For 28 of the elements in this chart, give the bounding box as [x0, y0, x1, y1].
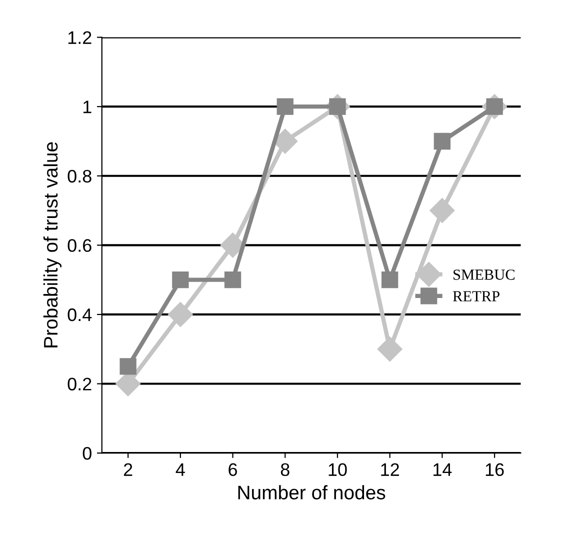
legend-label: SMEBUC [454, 270, 515, 280]
x-tick-label: 2 [124, 463, 132, 476]
x-tick-label: 8 [280, 463, 290, 476]
x-tick-label: 16 [486, 463, 504, 476]
point [224, 271, 242, 288]
y-tick-label: 0.4 [68, 308, 92, 322]
point [377, 336, 402, 362]
point [120, 358, 136, 375]
point [434, 132, 451, 150]
point [276, 98, 294, 115]
x-tick-label: 14 [434, 463, 452, 476]
legend-label: RETRP [452, 291, 500, 302]
y-tick-label: 0.2 [68, 378, 92, 390]
y-tick-label: 1 [83, 100, 92, 114]
x-tick-label: 12 [381, 463, 399, 476]
y-axis-title: Probability of trust value [43, 142, 62, 348]
point [430, 198, 455, 224]
x-axis-title: Number of nodes [238, 485, 386, 500]
x-tick-label: 6 [228, 463, 237, 476]
y-tick-label: 0.6 [68, 239, 92, 252]
x-tick-label: 4 [176, 463, 185, 476]
y-tick-label: 1.2 [68, 31, 92, 44]
point [172, 271, 189, 288]
y-tick-label: 0 [82, 446, 92, 460]
point [168, 302, 193, 327]
y-tick-label: 0.8 [68, 170, 92, 183]
point [382, 271, 398, 288]
x-tick-label: 10 [328, 463, 347, 476]
